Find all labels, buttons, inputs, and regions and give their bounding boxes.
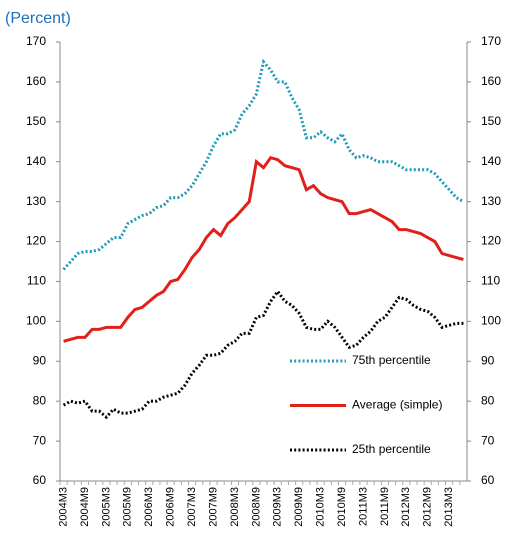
y-tick-label: 80 <box>33 393 47 407</box>
y2-tick-label: 160 <box>481 74 501 88</box>
x-tick-label: 2009M3 <box>272 487 284 527</box>
series-line <box>63 156 464 343</box>
x-tick-label: 2005M9 <box>122 487 134 527</box>
x-tick-label: 2008M3 <box>229 487 241 527</box>
y-tick-label: 120 <box>26 234 46 248</box>
x-tick-label: 2008M9 <box>250 487 262 527</box>
y2-tick-label: 170 <box>481 34 501 48</box>
x-tick-label: 2011M9 <box>379 487 391 526</box>
y2-tick-label: 60 <box>481 473 495 487</box>
x-tick-label: 2007M3 <box>186 487 198 527</box>
x-tick-label: 2004M3 <box>57 487 69 527</box>
y-tick-label: 140 <box>26 154 46 168</box>
y-tick-label: 170 <box>26 34 46 48</box>
x-tick-label: 2011M3 <box>357 487 369 526</box>
x-tick-label: 2007M9 <box>207 487 219 527</box>
x-tick-label: 2006M3 <box>143 487 155 527</box>
y-tick-label: 160 <box>26 74 46 88</box>
y-tick-label: 110 <box>27 274 46 288</box>
x-tick-label: 2004M9 <box>79 487 91 527</box>
y2-tick-label: 140 <box>481 154 501 168</box>
x-tick-label: 2012M3 <box>400 487 412 527</box>
y2-tick-label: 80 <box>481 393 495 407</box>
y2-tick-label: 100 <box>481 314 501 328</box>
series-line <box>62 288 464 420</box>
x-tick-label: 2010M9 <box>336 487 348 527</box>
legend-label: Average (simple) <box>352 398 442 412</box>
y-tick-label: 130 <box>26 194 46 208</box>
x-tick-label: 2010M3 <box>315 487 327 527</box>
y-tick-label: 70 <box>33 433 47 447</box>
y2-tick-label: 110 <box>481 274 500 288</box>
y-tick-label: 100 <box>26 314 46 328</box>
y2-tick-label: 120 <box>481 234 501 248</box>
chart-subtitle: (Percent) <box>5 10 71 27</box>
x-tick-label: 2005M3 <box>100 487 112 527</box>
x-tick-label: 2006M9 <box>165 487 177 527</box>
legend-label: 25th percentile <box>352 442 431 456</box>
legend-label: 75th percentile <box>352 353 431 367</box>
y2-tick-label: 130 <box>481 194 501 208</box>
series-line <box>62 58 465 271</box>
y2-tick-label: 70 <box>481 433 495 447</box>
y2-tick-label: 150 <box>481 114 501 128</box>
x-tick-label: 2009M9 <box>293 487 305 527</box>
y-tick-label: 60 <box>33 473 47 487</box>
y-tick-label: 150 <box>26 114 46 128</box>
y2-tick-label: 90 <box>481 353 495 367</box>
x-tick-label: 2013M3 <box>443 487 455 527</box>
x-tick-label: 2012M9 <box>422 487 434 527</box>
y-tick-label: 90 <box>33 353 47 367</box>
